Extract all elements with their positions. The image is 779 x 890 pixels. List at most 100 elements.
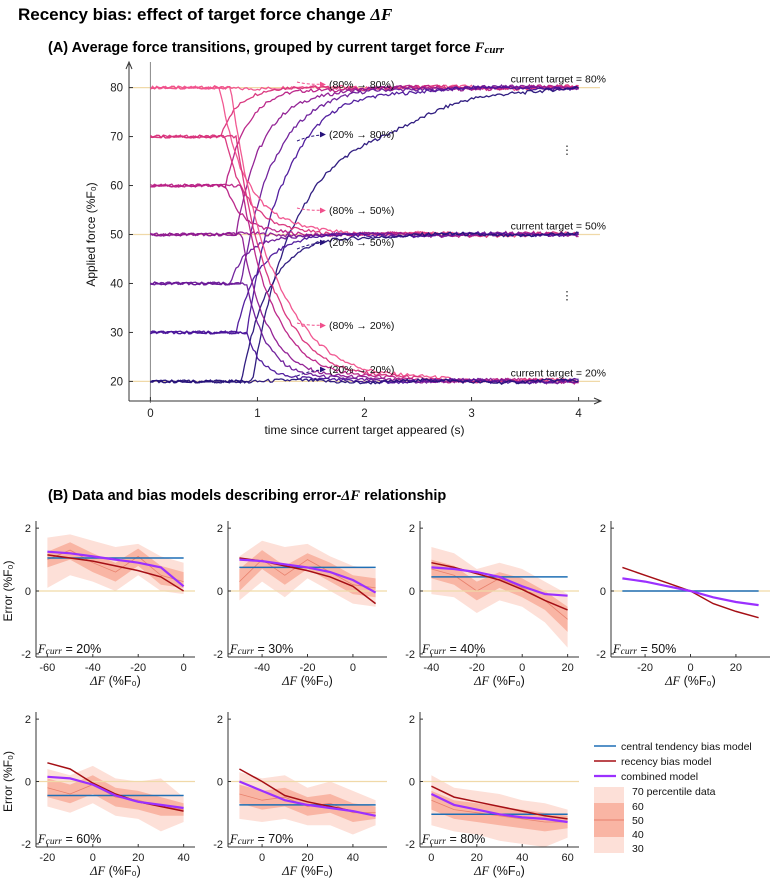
y-tick-label: -2 (213, 649, 223, 661)
x-tick-label: -40 (254, 662, 270, 674)
band-40-60 (239, 784, 376, 822)
y-axis-title: Error (%F₀) (1, 751, 15, 812)
fcurr-label: Fcurr = 60% (37, 832, 101, 847)
transition-label: (20% → 20%) (329, 364, 394, 376)
transition-arrow (296, 134, 325, 142)
x-axis-title-unit: (%F₀) (680, 674, 716, 688)
fcurr-value: = 30% (254, 642, 293, 656)
combined-model-line (47, 775, 184, 810)
x-tick-label: 2 (361, 408, 367, 420)
x-tick-label: 20 (730, 662, 742, 674)
transition-arrow (296, 207, 325, 211)
legend-central-label: central tendency bias model (621, 741, 752, 753)
x-axis-title-unit: (%F₀) (105, 674, 141, 688)
x-axis-title: time since current target appeared (s) (264, 423, 464, 437)
x-tick-label: 40 (516, 852, 528, 864)
legend-band-40: 40 (632, 829, 644, 841)
transition-label: (80% → 20%) (329, 320, 394, 332)
fcurr-symbol: F (612, 642, 621, 656)
x-axis-title-math: ΔF (473, 674, 489, 688)
transition-label: (80% → 50%) (329, 205, 394, 217)
combined-model-line (430, 793, 568, 824)
transition-arrowhead (319, 366, 326, 373)
legend: central tendency bias model recency bias… (594, 741, 752, 855)
fcurr-symbol: F (229, 832, 238, 846)
x-axis-arrow (593, 397, 603, 405)
fcurr-label: Fcurr = 80% (421, 832, 485, 847)
y-axis-title: Applied force (%F₀) (84, 182, 98, 286)
legend-recency-label: recency bias model (621, 756, 711, 768)
band-40-60 (431, 790, 568, 832)
x-axis-title: ΔF (%F₀) (473, 864, 525, 878)
band-30-70 (239, 540, 376, 607)
y-tick-label: 2 (217, 523, 223, 535)
y-tick-label: -2 (405, 649, 415, 661)
legend-band-30: 30 (632, 843, 644, 855)
force-curve-70-to-20 (150, 134, 579, 384)
median-line (431, 799, 568, 823)
y-tick-label: -2 (21, 649, 31, 661)
x-tick-label: -40 (85, 662, 101, 674)
x-tick-label: 40 (178, 852, 190, 864)
y-axis-arrow (125, 60, 133, 70)
median-line (47, 549, 184, 582)
band-30-70 (431, 547, 568, 648)
y-tick-label: 2 (217, 714, 223, 726)
x-tick-label: 0 (147, 408, 153, 420)
fcurr-value: = 20% (62, 642, 101, 656)
x-axis-title-unit: (%F₀) (489, 864, 525, 878)
fcurr-value: = 80% (446, 832, 485, 846)
x-axis-title-math: ΔF (89, 864, 105, 878)
transition-label: (80% → 80%) (329, 79, 394, 91)
x-tick-label: 4 (575, 408, 582, 420)
transition-label: (20% → 80%) (329, 129, 394, 141)
x-tick-label: 0 (90, 852, 96, 864)
transition-arrow (296, 322, 325, 326)
error-panel-20pct: -202-60 -40 -20 0ΔF (%F₀)Fcurr = 20%Error (… (1, 521, 195, 688)
x-tick-label: 0 (259, 852, 265, 864)
legend-band-title: 70 percentile data (632, 786, 716, 798)
recency-model-line (431, 785, 568, 820)
x-tick-label: 0 (181, 662, 187, 674)
transition-arrowhead (319, 239, 326, 246)
y-tick-label: -2 (405, 839, 415, 851)
panel-a-chart: 20 30 40 50 60 70 80 0 1 2 3 4 time since current ta… (84, 60, 606, 437)
fcurr-subscript: curr (621, 647, 638, 657)
y-tick-label: 40 (110, 278, 123, 290)
figure-title: Recency bias: effect of target force cha… (18, 5, 393, 24)
x-tick-label: -20 (300, 662, 316, 674)
legend-band-50: 50 (632, 815, 644, 827)
x-tick-label: 20 (471, 852, 483, 864)
y-tick-label: 0 (25, 586, 31, 598)
y-tick-label: 2 (600, 523, 606, 535)
y-tick-label: 0 (217, 777, 223, 789)
x-axis-title-unit: (%F₀) (297, 864, 333, 878)
ellipsis-upper: ⋮ (561, 145, 573, 157)
target-label-20: current target = 20% (511, 367, 606, 379)
x-tick-label: -20 (637, 662, 653, 674)
y-tick-label: 60 (110, 181, 123, 193)
target-label-50: current target = 50% (511, 221, 606, 233)
legend-band-60: 60 (632, 801, 644, 813)
combined-model-line (47, 550, 185, 588)
x-tick-label: -20 (469, 662, 485, 674)
panel-b-title: (B) Data and bias models describing erro… (48, 488, 446, 504)
x-tick-label: 20 (132, 852, 144, 864)
y-tick-label: 2 (409, 523, 415, 535)
combined-model-line (238, 780, 376, 817)
x-tick-label: 20 (301, 852, 313, 864)
fcurr-value: = 60% (62, 832, 101, 846)
transition-arrowhead (319, 81, 326, 88)
fcurr-symbol: F (37, 642, 46, 656)
y-tick-label: 20 (110, 376, 123, 388)
fcurr-value: = 40% (446, 642, 485, 656)
fcurr-subscript: curr (238, 837, 255, 847)
transition-arrowhead (319, 207, 326, 214)
y-tick-label: 30 (110, 327, 123, 339)
x-tick-label: 0 (687, 662, 693, 674)
fcurr-subscript: curr (46, 647, 63, 657)
fcurr-label: Fcurr = 40% (421, 642, 485, 657)
transition-arrow (296, 81, 325, 85)
